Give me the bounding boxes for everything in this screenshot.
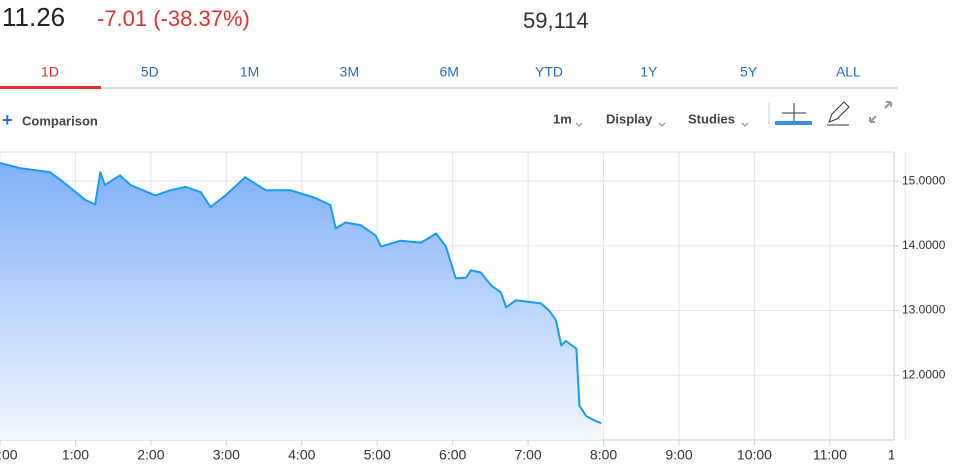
y-tick-label: 13.0000 <box>902 303 946 317</box>
x-tick-label: 12:00 <box>888 447 923 463</box>
x-tick-label: 11:00 <box>813 447 847 463</box>
price-change: -7.01 (-38.37%) <box>97 6 250 31</box>
tab-bar: 1D 5D 1M 3M 6M YTD 1Y 5Y ALL <box>41 64 861 80</box>
display-menu[interactable]: Display <box>606 111 653 126</box>
expand-tool[interactable] <box>869 101 892 123</box>
x-tick-label: 12:00 <box>0 447 18 463</box>
x-tick-label: 10:00 <box>737 447 772 463</box>
x-tick-label: 6:00 <box>439 447 466 463</box>
studies-menu[interactable]: Studies <box>688 111 735 126</box>
tab[interactable]: 1M <box>240 64 259 80</box>
tab[interactable]: 5D <box>141 64 159 80</box>
active-tab-indicator <box>0 86 101 89</box>
tab[interactable]: ALL <box>836 64 861 80</box>
x-tick-label: 1:00 <box>62 447 89 463</box>
tab[interactable]: 6M <box>439 64 458 80</box>
crosshair-active <box>775 121 812 125</box>
tab[interactable]: 1D <box>41 64 59 80</box>
area-fill <box>0 163 602 440</box>
interval-menu[interactable]: 1m <box>553 111 572 126</box>
x-tick-label: 3:00 <box>213 447 240 463</box>
draw-tool[interactable] <box>827 101 850 126</box>
x-tick-label: 5:00 <box>364 447 391 463</box>
tab[interactable]: 3M <box>340 64 359 80</box>
x-tick-label: 9:00 <box>665 447 692 463</box>
tab[interactable]: YTD <box>535 64 563 80</box>
y-tick-label: 14.0000 <box>902 238 946 252</box>
last-price: 11.26 <box>2 2 65 32</box>
plot <box>0 162 602 440</box>
price-line <box>0 162 602 425</box>
chevrons <box>575 122 749 127</box>
y-tick-label: 12.0000 <box>902 367 946 381</box>
x-tick-label: 2:00 <box>137 447 164 463</box>
crosshair-tool[interactable] <box>782 103 806 121</box>
tab[interactable]: 5Y <box>740 64 758 80</box>
x-tick-label: 8:00 <box>590 447 617 463</box>
tab[interactable]: 1Y <box>640 64 658 80</box>
x-axis: 12:00 1:00 2:00 3:00 4:00 5:00 6:00 7:00 8:00 9:0… <box>0 440 923 463</box>
plus-icon[interactable]: + <box>2 110 13 130</box>
x-tick-label: 7:00 <box>514 447 541 463</box>
y-tick-label: 15.0000 <box>902 173 946 187</box>
volume: 59,114 <box>523 8 589 33</box>
y-axis: 12.0000 13.0000 14.0000 15.0000 <box>894 173 946 381</box>
x-tick-label: 4:00 <box>288 447 315 463</box>
comparison-button[interactable]: Comparison <box>22 113 98 128</box>
